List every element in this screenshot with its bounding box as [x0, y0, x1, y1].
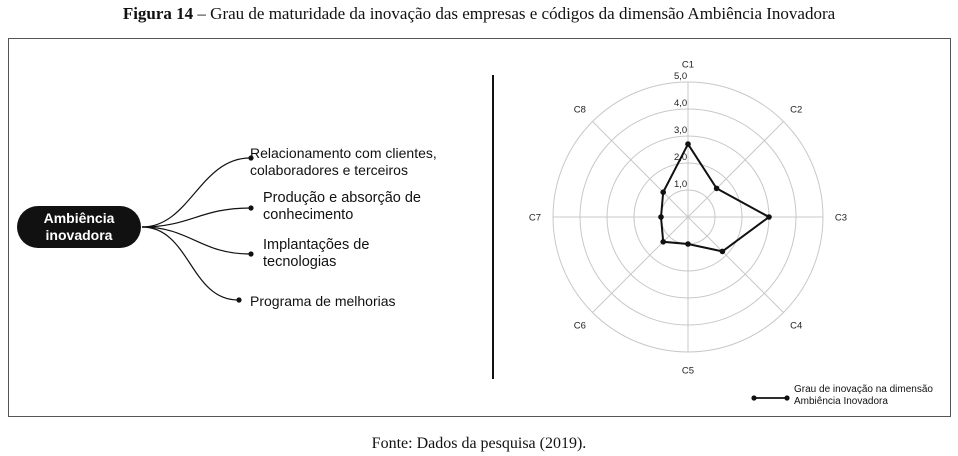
ring-label-5: 5,0 — [674, 71, 687, 82]
data-point-c6 — [660, 239, 666, 245]
ring-label-1: 1,0 — [674, 179, 687, 190]
branch-4-line1: Programa de melhorias — [250, 293, 396, 309]
figure-number: Figura 14 — [122, 4, 194, 23]
legend-label: Grau de inovação na dimensão Ambiência I… — [794, 384, 933, 408]
legend-marker-right — [784, 395, 790, 401]
legend-label-line2: Ambiência Inovadora — [794, 396, 888, 407]
radar-spoke-c4 — [687, 216, 784, 313]
figure-frame — [8, 38, 951, 417]
axis-label-c4: C4 — [790, 321, 802, 332]
ring-label-4: 4,0 — [674, 98, 687, 109]
ring-label-3: 3,0 — [674, 125, 687, 136]
branch-1-line1: Relacionamento com clientes, — [250, 145, 437, 161]
axis-label-c3: C3 — [835, 213, 847, 224]
branch-relacionamento: Relacionamento com clientes, colaborador… — [250, 145, 437, 179]
connector-1 — [141, 157, 251, 228]
data-point-c3 — [766, 214, 772, 220]
axis-label-c2: C2 — [790, 104, 802, 115]
branch-2-line2: conhecimento — [263, 207, 354, 223]
connector-dot-1 — [248, 155, 254, 161]
branch-3-line1: Implantações de — [263, 237, 370, 253]
axis-label-c5: C5 — [682, 366, 694, 377]
connector-4 — [141, 226, 239, 301]
branch-implantacoes: Implantações de tecnologias — [263, 237, 369, 271]
branch-1-line2: colaboradores e terceiros — [250, 162, 408, 178]
axis-label-c6: C6 — [574, 321, 586, 332]
radar-spoke-c6 — [592, 216, 689, 313]
connector-3 — [141, 226, 251, 255]
data-point-c4 — [719, 248, 726, 255]
connector-dot-4 — [236, 297, 242, 303]
axis-label-c7: C7 — [529, 213, 541, 224]
axis-label-c8: C8 — [574, 104, 586, 115]
radar-spoke-c8 — [592, 121, 689, 218]
data-point-c8 — [660, 189, 666, 195]
panel-divider — [492, 75, 494, 379]
data-point-c1 — [685, 141, 691, 147]
figure-source: Fonte: Dados da pesquisa (2019). — [371, 435, 587, 452]
branch-3-line2: tecnologias — [263, 254, 337, 270]
data-point-c5 — [685, 241, 691, 247]
branch-producao: Produção e absorção de conhecimento — [263, 190, 421, 224]
center-node-line2: inovadora — [45, 227, 113, 243]
figure-title: – Grau de maturidade da inovação das emp… — [193, 4, 836, 23]
mindmap-center-node: Ambiência inovadora — [17, 206, 141, 248]
connector-dot-3 — [248, 251, 254, 257]
data-point-c7 — [658, 214, 664, 220]
center-node-line1: Ambiência — [43, 210, 115, 226]
connector-dot-2 — [248, 205, 254, 211]
legend-label-line1: Grau de inovação na dimensão — [794, 384, 933, 395]
radar-spoke-c2 — [687, 121, 784, 218]
figure-caption: Figura 14 – Grau de maturidade da inovaç… — [0, 4, 958, 24]
connector-2 — [141, 207, 251, 228]
branch-programa: Programa de melhorias — [250, 293, 396, 310]
data-point-c2 — [713, 185, 720, 192]
legend-marker-left — [751, 395, 757, 401]
axis-label-c1: C1 — [682, 60, 694, 71]
branch-2-line1: Produção e absorção de — [263, 190, 421, 206]
